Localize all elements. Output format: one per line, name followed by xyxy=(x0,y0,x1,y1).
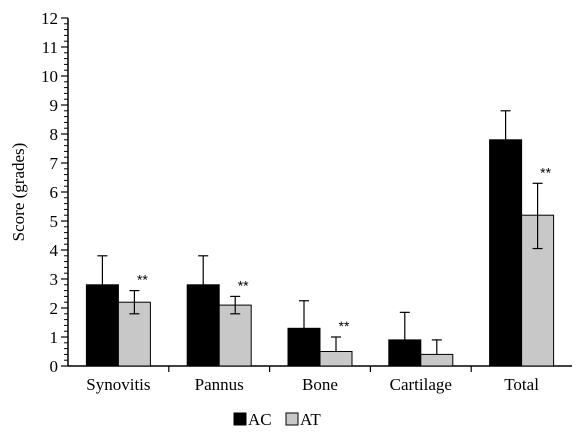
significance-marker-synovitis: ** xyxy=(137,272,148,288)
y-tick-label-10: 10 xyxy=(41,67,58,86)
y-axis-label: Score (grades) xyxy=(9,143,28,242)
legend-swatch-at xyxy=(285,412,299,426)
y-tick-label-5: 5 xyxy=(50,212,59,231)
y-tick-label-6: 6 xyxy=(50,183,59,202)
bar-ac-synovitis xyxy=(85,284,119,367)
significance-marker-bone: ** xyxy=(339,318,350,334)
bar-ac-total xyxy=(489,139,523,367)
bar-at-bone xyxy=(319,351,353,367)
y-tick-label-1: 1 xyxy=(50,328,59,347)
x-tick-label-cartilage: Cartilage xyxy=(390,375,452,394)
legend-label-at: AT xyxy=(300,410,321,429)
x-tick-label-synovitis: Synovitis xyxy=(86,375,150,394)
y-tick-label-9: 9 xyxy=(50,96,59,115)
significance-marker-pannus: ** xyxy=(238,277,249,293)
y-tick-label-7: 7 xyxy=(50,154,59,173)
bar-at-pannus xyxy=(218,304,252,367)
x-tick-label-bone: Bone xyxy=(302,375,338,394)
legend-swatch-ac xyxy=(233,412,247,426)
significance-marker-total: ** xyxy=(540,164,551,180)
y-tick-label-12: 12 xyxy=(41,9,58,28)
bar-ac-bone xyxy=(287,327,321,367)
y-tick-label-11: 11 xyxy=(42,38,58,57)
bar-at-cartilage xyxy=(420,353,454,367)
legend-label-ac: AC xyxy=(248,410,272,429)
y-tick-label-0: 0 xyxy=(50,357,59,376)
bar-ac-pannus xyxy=(186,284,220,367)
y-tick-label-8: 8 xyxy=(50,125,59,144)
y-tick-label-4: 4 xyxy=(50,241,59,260)
y-tick-label-3: 3 xyxy=(50,270,59,289)
x-tick-label-pannus: Pannus xyxy=(195,375,244,394)
y-tick-label-2: 2 xyxy=(50,299,59,318)
bar-ac-cartilage xyxy=(388,339,422,367)
x-tick-label-total: Total xyxy=(504,375,539,394)
